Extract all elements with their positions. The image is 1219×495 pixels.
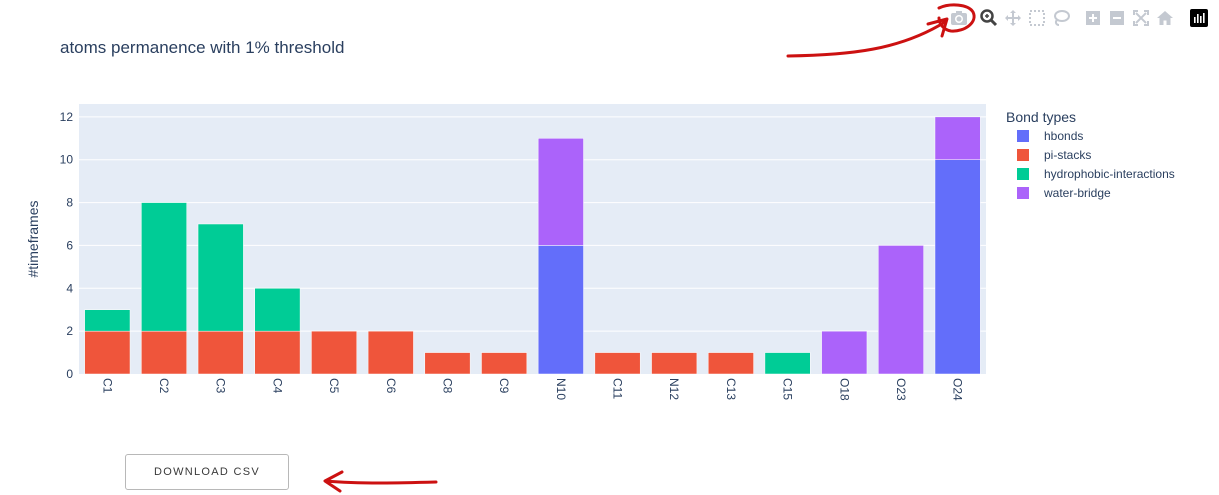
bar-pi-stacks-N12[interactable] xyxy=(651,352,698,375)
x-tick-label: C13 xyxy=(724,378,738,400)
y-tick-label: 10 xyxy=(60,153,74,167)
x-tick-label: C3 xyxy=(214,378,228,394)
plotly-logo-icon[interactable] xyxy=(1189,8,1209,28)
x-tick-label: O23 xyxy=(894,378,908,401)
x-tick-label: C6 xyxy=(384,378,398,394)
bar-pi-stacks-C8[interactable] xyxy=(424,352,471,375)
bar-hydrophobic-interactions-C3[interactable] xyxy=(197,223,244,332)
bar-pi-stacks-C9[interactable] xyxy=(481,352,528,375)
x-tick-label: N12 xyxy=(667,378,681,400)
bar-hydrophobic-interactions-C2[interactable] xyxy=(141,202,187,332)
legend-swatch-hydrophobic-interactions[interactable] xyxy=(1017,168,1029,180)
camera-icon[interactable] xyxy=(949,8,969,28)
pan-icon[interactable] xyxy=(1003,8,1023,28)
y-tick-label: 0 xyxy=(66,367,73,381)
bar-pi-stacks-C1[interactable] xyxy=(84,330,131,375)
legend-swatch-water-bridge[interactable] xyxy=(1017,187,1029,199)
zoom-icon[interactable] xyxy=(979,8,999,28)
bar-water-bridge-O23[interactable] xyxy=(878,245,924,375)
bars xyxy=(84,116,981,375)
zoom-out-icon[interactable] xyxy=(1107,8,1127,28)
bar-hbonds-N10[interactable] xyxy=(537,245,584,375)
box-select-icon[interactable] xyxy=(1027,8,1047,28)
x-tick-label: C1 xyxy=(100,378,114,394)
bar-pi-stacks-C4[interactable] xyxy=(254,330,301,375)
legend-label-pi-stacks[interactable]: pi-stacks xyxy=(1044,148,1091,162)
autoscale-icon[interactable] xyxy=(1131,8,1151,28)
x-tick-label: C15 xyxy=(781,378,795,400)
annotation-arrow-top xyxy=(786,17,949,58)
legend-label-hydrophobic-interactions[interactable]: hydrophobic-interactions xyxy=(1044,167,1175,181)
bar-pi-stacks-C2[interactable] xyxy=(141,330,187,375)
legend-label-hbonds[interactable]: hbonds xyxy=(1044,129,1083,143)
x-tick-label: C9 xyxy=(497,378,511,394)
download-csv-button[interactable]: DOWNLOAD CSV xyxy=(125,454,289,490)
bar-water-bridge-O18[interactable] xyxy=(821,330,868,375)
x-tick-label: C2 xyxy=(157,378,171,394)
reset-axes-icon[interactable] xyxy=(1155,8,1175,28)
x-tick-label: N10 xyxy=(554,378,568,400)
x-tick-label: C4 xyxy=(270,378,284,394)
y-axis-ticks: 0 2 4 6 8 10 12 xyxy=(60,110,74,381)
bar-hydrophobic-interactions-C15[interactable] xyxy=(764,352,811,375)
bar-hydrophobic-interactions-C4[interactable] xyxy=(254,288,301,332)
bar-water-bridge-N10[interactable] xyxy=(537,138,584,246)
annotation-circle xyxy=(937,3,976,33)
y-tick-label: 12 xyxy=(60,110,74,124)
x-tick-label: C11 xyxy=(611,378,625,399)
annotation-arrows xyxy=(323,3,976,493)
legend: hbonds pi-stacks hydrophobic-interactions w… xyxy=(1017,129,1175,200)
annotation-arrow-bottom xyxy=(323,470,438,493)
legend-title: Bond types xyxy=(1006,109,1076,125)
bar-pi-stacks-C3[interactable] xyxy=(197,330,244,375)
x-tick-label: C5 xyxy=(327,378,341,394)
chart-title: atoms permanence with 1% threshold xyxy=(60,38,344,57)
x-tick-label: O24 xyxy=(951,378,965,401)
bar-pi-stacks-C11[interactable] xyxy=(594,352,641,375)
x-axis-ticks: C1 C2 C3 C4 C5 C6 C8 C9 N10 C11 N12 C13 C15 O18 O23 O24 xyxy=(100,378,964,401)
y-tick-label: 4 xyxy=(66,281,73,295)
bar-pi-stacks-C13[interactable] xyxy=(707,352,754,375)
y-tick-label: 8 xyxy=(66,196,73,210)
legend-swatch-hbonds[interactable] xyxy=(1017,130,1029,142)
y-axis-label: #timeframes xyxy=(25,200,41,277)
bar-water-bridge-O24[interactable] xyxy=(934,116,981,160)
legend-label-water-bridge[interactable]: water-bridge xyxy=(1043,186,1111,200)
legend-swatch-pi-stacks[interactable] xyxy=(1017,149,1029,161)
bar-hydrophobic-interactions-C1[interactable] xyxy=(84,309,131,332)
zoom-in-icon[interactable] xyxy=(1083,8,1103,28)
bar-hbonds-O24[interactable] xyxy=(934,159,981,375)
bar-pi-stacks-C5[interactable] xyxy=(311,330,358,375)
x-tick-label: C8 xyxy=(440,378,454,394)
lasso-select-icon[interactable] xyxy=(1051,8,1071,28)
y-tick-label: 2 xyxy=(66,324,73,338)
bar-pi-stacks-C6[interactable] xyxy=(367,330,414,375)
y-tick-label: 6 xyxy=(66,238,73,252)
x-tick-label: O18 xyxy=(837,378,851,401)
